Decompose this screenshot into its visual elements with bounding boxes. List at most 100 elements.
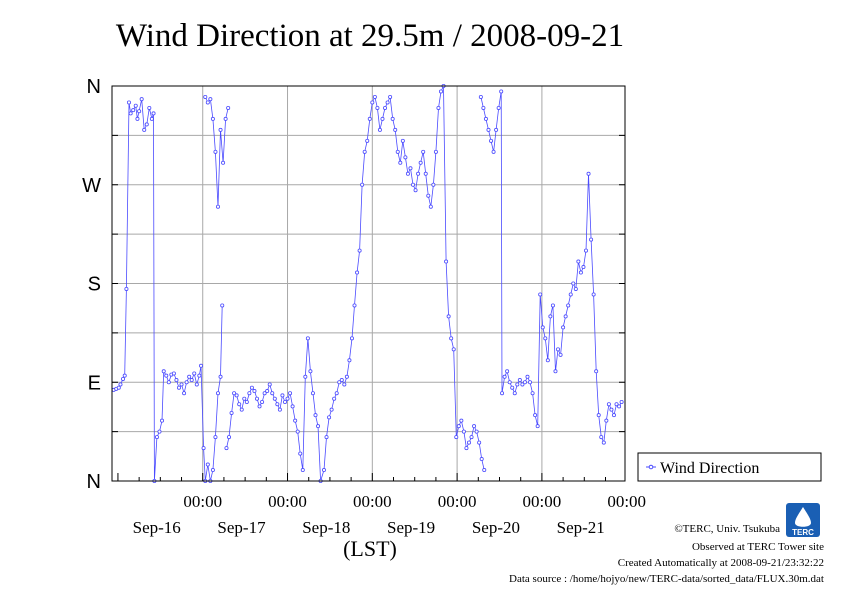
data-point: [483, 116, 488, 121]
data-point: [393, 127, 398, 132]
data-point: [400, 138, 405, 143]
data-point: [126, 100, 131, 105]
data-point: [277, 407, 282, 412]
data-point: [421, 149, 426, 154]
data-point: [581, 265, 586, 270]
x-tick-date-label: Sep-19: [387, 518, 435, 537]
data-point: [260, 399, 265, 404]
x-tick-time-label: 00:00: [523, 492, 562, 511]
data-point: [300, 468, 305, 473]
data-point: [355, 270, 360, 275]
x-tick-date-label: Sep-21: [557, 518, 605, 537]
data-point: [249, 385, 254, 390]
data-point: [489, 138, 494, 143]
data-point: [365, 138, 370, 143]
data-point: [591, 292, 596, 297]
data-point: [221, 160, 226, 165]
data-point: [517, 378, 522, 383]
data-point: [116, 385, 121, 390]
data-point: [464, 446, 469, 451]
data-point: [303, 374, 308, 379]
data-point: [310, 391, 315, 396]
data-point: [479, 457, 484, 462]
data-point: [576, 259, 581, 264]
x-tick-time-label: 00:00: [183, 492, 222, 511]
data-point: [561, 325, 566, 330]
footer-data-source: Data source : /home/hojyo/new/TERC-data/…: [509, 573, 824, 585]
data-point: [215, 204, 220, 209]
data-point: [383, 105, 388, 110]
data-point: [491, 149, 496, 154]
data-point: [472, 424, 477, 429]
data-point: [456, 424, 461, 429]
data-point: [344, 374, 349, 379]
data-point: [242, 396, 247, 401]
data-point: [184, 380, 189, 385]
data-point: [160, 418, 165, 423]
data-point: [548, 314, 553, 319]
data-point: [571, 281, 576, 286]
y-tick-label: S: [88, 274, 101, 296]
data-point: [187, 374, 192, 379]
x-tick-date-label: Sep-20: [472, 518, 520, 537]
data-point: [482, 468, 487, 473]
x-axis-ticks: 00:00Sep-1600:00Sep-1700:00Sep-1800:00Se…: [117, 473, 646, 537]
data-point: [285, 396, 290, 401]
data-point: [398, 160, 403, 165]
data-point: [252, 389, 257, 394]
data-point: [604, 418, 609, 423]
y-tick-label: E: [88, 372, 101, 394]
data-point: [118, 382, 123, 387]
data-point: [321, 468, 326, 473]
data-point: [459, 418, 464, 423]
data-point: [203, 94, 208, 99]
data-point: [194, 382, 199, 387]
data-point: [558, 352, 563, 357]
data-point: [244, 399, 249, 404]
data-point: [461, 429, 466, 434]
data-point: [313, 413, 318, 418]
data-point: [265, 389, 270, 394]
data-point: [349, 336, 354, 341]
data-point: [280, 393, 285, 398]
data-point: [157, 429, 162, 434]
data-point: [535, 424, 540, 429]
data-point: [290, 404, 295, 409]
series-line: [113, 85, 622, 482]
data-point: [515, 382, 520, 387]
data-point: [520, 382, 525, 387]
data-point: [226, 105, 231, 110]
plot-frame: [111, 85, 626, 482]
data-point: [122, 373, 127, 378]
data-point: [390, 116, 395, 121]
data-point: [171, 371, 176, 376]
data-point: [347, 358, 352, 363]
data-point: [151, 111, 156, 116]
data-point: [609, 407, 614, 412]
data-point: [237, 402, 242, 407]
data-point: [327, 415, 332, 420]
series-wind-direction: [111, 84, 624, 483]
data-point: [481, 105, 486, 110]
data-point: [352, 303, 357, 308]
data-point: [362, 149, 367, 154]
data-point: [282, 399, 287, 404]
data-point: [553, 369, 558, 374]
data-point: [528, 380, 533, 385]
data-point: [416, 171, 421, 176]
data-point: [305, 336, 310, 341]
data-point: [223, 116, 228, 121]
data-point: [563, 314, 568, 319]
data-point: [436, 105, 441, 110]
data-point: [154, 435, 159, 440]
data-point: [586, 171, 591, 176]
data-point: [568, 292, 573, 297]
data-point: [272, 396, 277, 401]
data-point: [334, 391, 339, 396]
data-point: [199, 363, 204, 368]
footer-copyright: ©TERC, Univ. Tsukuba: [674, 523, 780, 535]
data-point: [423, 171, 428, 176]
data-point: [197, 373, 202, 378]
data-point: [380, 116, 385, 121]
data-point: [232, 391, 237, 396]
